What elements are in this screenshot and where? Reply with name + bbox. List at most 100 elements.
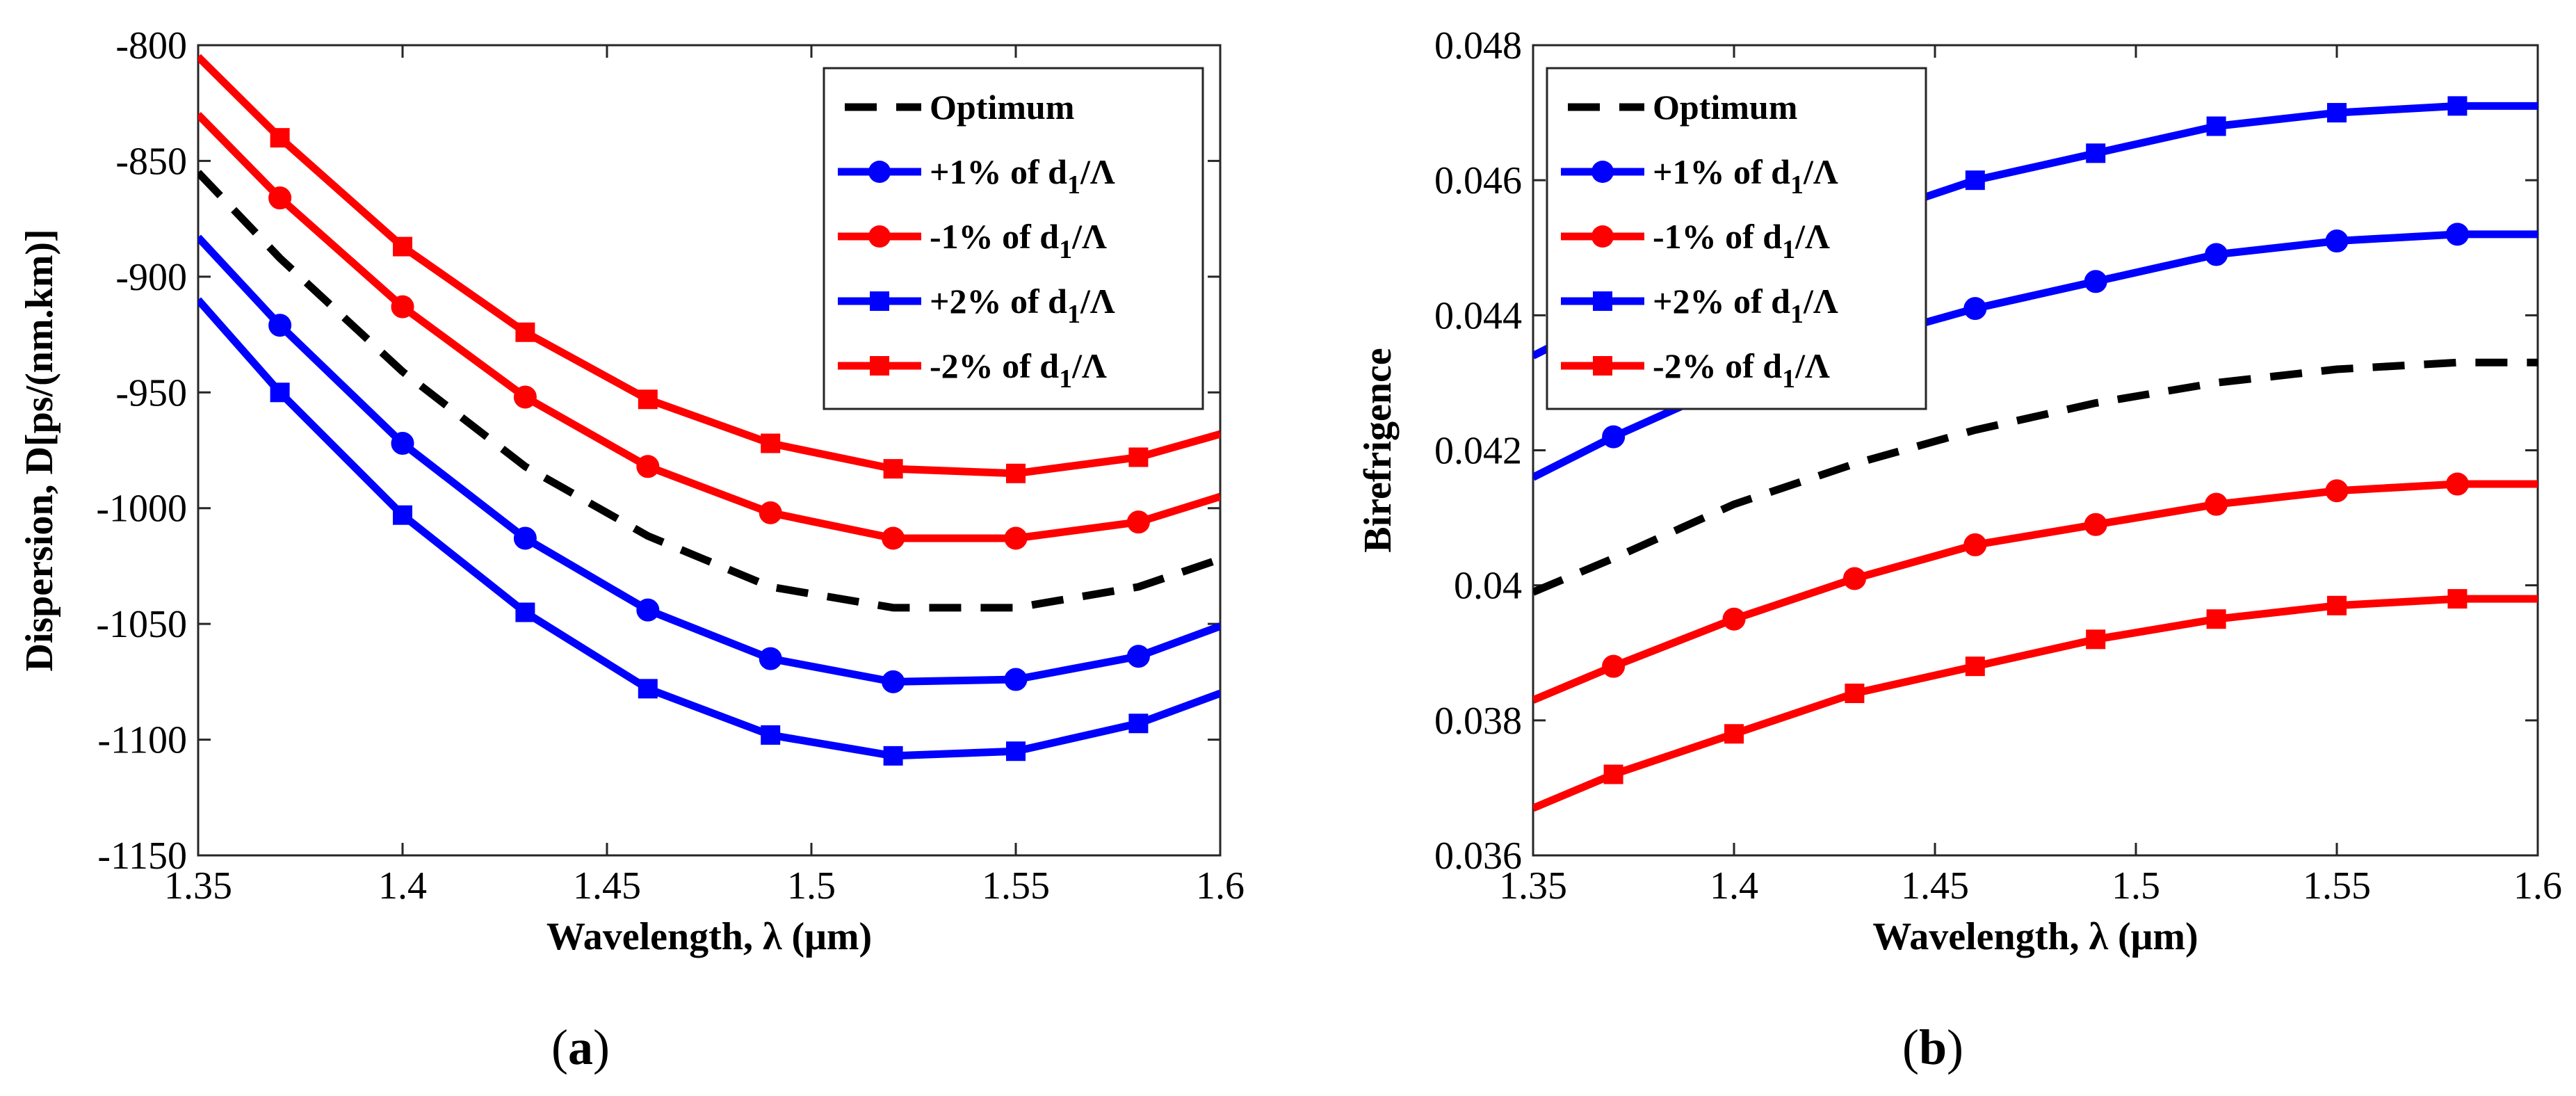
chart-b-series-1-of-d1-point: [2325, 229, 2349, 253]
chart-b-series-1-of-d1-point: [2325, 479, 2349, 503]
chart-b-xtick-label: 1.4: [1710, 864, 1758, 908]
chart-a-xtick-label: 1.4: [378, 864, 427, 908]
chart-a: 1.35 1.4 1.45 1.5 1.55 1.6 -800 -850 -900 -950 -10…: [18, 24, 1245, 958]
chart-b-series-2-of-d1-point: [2086, 143, 2106, 163]
chart-a-legend-entry-1-of-d1-label: -1% of d1/Λ: [930, 217, 1107, 264]
chart-b-legend-entry-2-of-d1-label: -2% of d1/Λ: [1653, 346, 1830, 394]
chart-a-series-2-of-d1-point: [638, 679, 658, 699]
chart-a-ytick-label: -1100: [97, 719, 187, 762]
chart-b-series-1-of-d1-point: [1963, 533, 1987, 556]
chart-b-ytick-label: 0.042: [1434, 430, 1522, 473]
panel-label-b: (b): [1902, 1020, 1963, 1075]
chart-b-series-1-of-d1-line: [1533, 480, 2538, 704]
chart-b-legend-entry-2-of-d1-label: +2% of d1/Λ: [1653, 282, 1838, 329]
chart-b-series-2-of-d1-point: [2327, 595, 2347, 615]
chart-a-xlabel: Wavelength, λ (μm): [546, 915, 872, 958]
chart-a-xtick-label: 1.45: [573, 864, 641, 908]
chart-a-series-2-of-d1-point: [393, 505, 412, 525]
chart-b-series-1-of-d1-point: [2445, 223, 2469, 246]
chart-b-xtick-label: 1.35: [1499, 864, 1567, 908]
chart-b-series-1-of-d1-point: [2084, 270, 2107, 293]
chart-b-legend-entry-1-of-d1-marker: [1591, 161, 1614, 183]
chart-b-ytick-label: 0.048: [1434, 24, 1522, 67]
chart-a-axes-box: [197, 44, 1222, 857]
chart-b: 1.35 1.4 1.45 1.5 1.55 1.6 0.048 0.046 0.044 0.04…: [1356, 24, 2562, 958]
chart-b-series-1-of-d1-point: [2445, 472, 2469, 496]
chart-b-series-1-of-d1-point: [1722, 607, 1746, 631]
chart-b-series-2-of-d1-point: [2206, 609, 2226, 629]
chart-b-legend-entry-1-of-d1-marker: [1591, 225, 1614, 248]
chart-b-legend-entry-2-of-d1-marker: [1593, 291, 1612, 311]
chart-b-series-2-of-d1-point: [2086, 629, 2106, 650]
panel-label-a: (a): [551, 1020, 610, 1075]
chart-a-series-2-of-d1-point: [883, 746, 903, 766]
chart-a-series-2-of-d1-point: [1128, 714, 1149, 734]
chart-a-legend-entry-2-of-d1-marker: [870, 356, 889, 376]
chart-a-series-2-of-d1-point: [1006, 741, 1026, 761]
chart-a-legend: Optimum +1% of d1/Λ -1% of d1/Λ +2% of d1/Λ…: [823, 67, 1204, 410]
chart-a-series-1-of-d1-point: [882, 670, 905, 693]
chart-b-legend-entry-1-of-d1-label: -1% of d1/Λ: [1653, 217, 1830, 264]
chart-b-xlabel: Wavelength, λ (μm): [1872, 915, 2198, 958]
panel-letter-a: a: [568, 1020, 593, 1075]
chart-a-xtick-label: 1.35: [164, 864, 232, 908]
chart-b-series-2-of-d1-line: [1533, 595, 2538, 812]
chart-a-ytick-label: -1150: [97, 835, 187, 878]
chart-a-series-1-of-d1-line: [198, 112, 1220, 542]
chart-b-series-1-of-d1-point: [1602, 654, 1626, 678]
chart-a-series-2-of-d1-point: [515, 322, 535, 342]
chart-b-series-2-of-d1-point: [1724, 724, 1744, 744]
chart-a-ytick-label: -850: [115, 140, 187, 183]
chart-a-ytick-label: -950: [115, 371, 187, 414]
chart-b-legend-entry-optimum-label: Optimum: [1653, 88, 1797, 127]
chart-a-legend-entry-1-of-d1-label: +1% of d1/Λ: [930, 152, 1115, 200]
chart-b-series-1-of-d1-point: [1602, 425, 1626, 449]
chart-a-legend-entry-1-of-d1-marker: [868, 225, 891, 248]
chart-b-series-2-of-d1-point: [2327, 103, 2347, 123]
chart-a-series-1-of-d1-point: [268, 186, 292, 210]
chart-b-series-1-of-d1-point: [2084, 513, 2107, 536]
chart-a-ytick-label: -800: [115, 24, 187, 67]
chart-b-xtick-label: 1.5: [2112, 864, 2160, 908]
chart-a-series-2-of-d1-line: [198, 297, 1220, 760]
chart-b-series-optimum-line: [1533, 358, 2538, 596]
chart-a-series-2-of-d1-point: [515, 602, 535, 622]
chart-a-series-1-of-d1-point: [268, 314, 292, 337]
chart-b-ytick-label: 0.046: [1434, 159, 1522, 202]
chart-a-series-2-of-d1-point: [270, 128, 290, 148]
chart-a-series-1-of-d1-line: [198, 234, 1220, 686]
chart-a-legend-entry-2-of-d1-marker: [870, 291, 889, 311]
chart-a-series-1-of-d1-point: [759, 647, 782, 670]
chart-a-series-2-of-d1-point: [270, 382, 290, 403]
chart-a-series-2-of-d1-point: [761, 433, 781, 453]
chart-b-ytick-label: 0.038: [1434, 700, 1522, 743]
chart-b-series-1-of-d1-point: [1963, 297, 1987, 321]
chart-b-ytick-label: 0.044: [1434, 294, 1522, 337]
chart-b-ytick-label: 0.04: [1454, 565, 1522, 608]
chart-a-legend-entry-2-of-d1-label: -2% of d1/Λ: [930, 346, 1107, 394]
chart-a-series-2-of-d1-point: [1128, 447, 1149, 467]
chart-a-legend-entry-2-of-d1-label: +2% of d1/Λ: [930, 282, 1115, 329]
chart-a-ytick-label: -900: [115, 256, 187, 299]
chart-a-ytick-label: -1050: [96, 603, 187, 646]
chart-b-legend: Optimum +1% of d1/Λ -1% of d1/Λ +2% of d1/Λ…: [1546, 67, 1927, 410]
chart-a-series-1-of-d1-point: [759, 501, 782, 524]
chart-a-series-1-of-d1-point: [513, 385, 537, 409]
chart-a-series-1-of-d1-point: [391, 295, 414, 319]
chart-b-series-2-of-d1-point: [1965, 656, 1985, 677]
chart-a-xtick-label: 1.55: [982, 864, 1050, 908]
chart-b-series-2-of-d1-point: [1845, 684, 1865, 703]
chart-a-series-1-of-d1-point: [636, 598, 660, 622]
chart-a-series-1-of-d1-point: [1126, 645, 1150, 668]
panel-letter-b: b: [1919, 1020, 1947, 1075]
chart-a-xtick-label: 1.5: [787, 864, 836, 908]
chart-b-xtick-label: 1.45: [1901, 864, 1969, 908]
chart-a-legend-entry-optimum-label: Optimum: [930, 88, 1074, 127]
chart-b-xtick-label: 1.6: [2513, 864, 2562, 908]
chart-a-series-1-of-d1-point: [882, 526, 905, 550]
chart-b-legend-entry-1-of-d1-label: +1% of d1/Λ: [1653, 152, 1838, 200]
chart-a-series-2-of-d1-point: [393, 236, 412, 257]
chart-a-series-1-of-d1-point: [1004, 526, 1028, 550]
chart-b-series-2-of-d1-point: [2206, 116, 2226, 136]
